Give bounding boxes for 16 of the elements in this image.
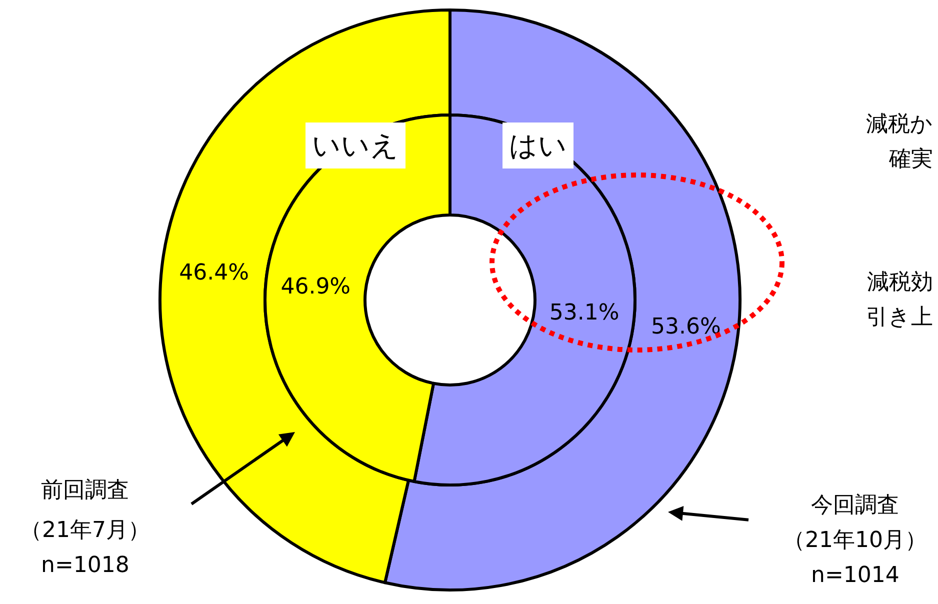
text: 今回調査 [811,493,899,518]
text: n=1018 [41,553,130,578]
text: n=1014 [811,563,900,588]
slice-label: いいえ [312,129,399,162]
data-label: 46.4% [179,260,249,286]
text: 減税か [866,112,933,137]
text: 引き上 [866,305,933,330]
text: （21年7月） [20,518,150,543]
text: （21年10月） [783,528,927,553]
slice-label: はい [509,129,567,162]
text: 減税効 [867,270,933,295]
data-label: 46.9% [280,274,351,300]
data-label: 53.6% [651,314,721,340]
data-label: 53.1% [549,300,620,326]
text: 確実 [888,147,933,172]
text: 前回調査 [41,478,129,503]
